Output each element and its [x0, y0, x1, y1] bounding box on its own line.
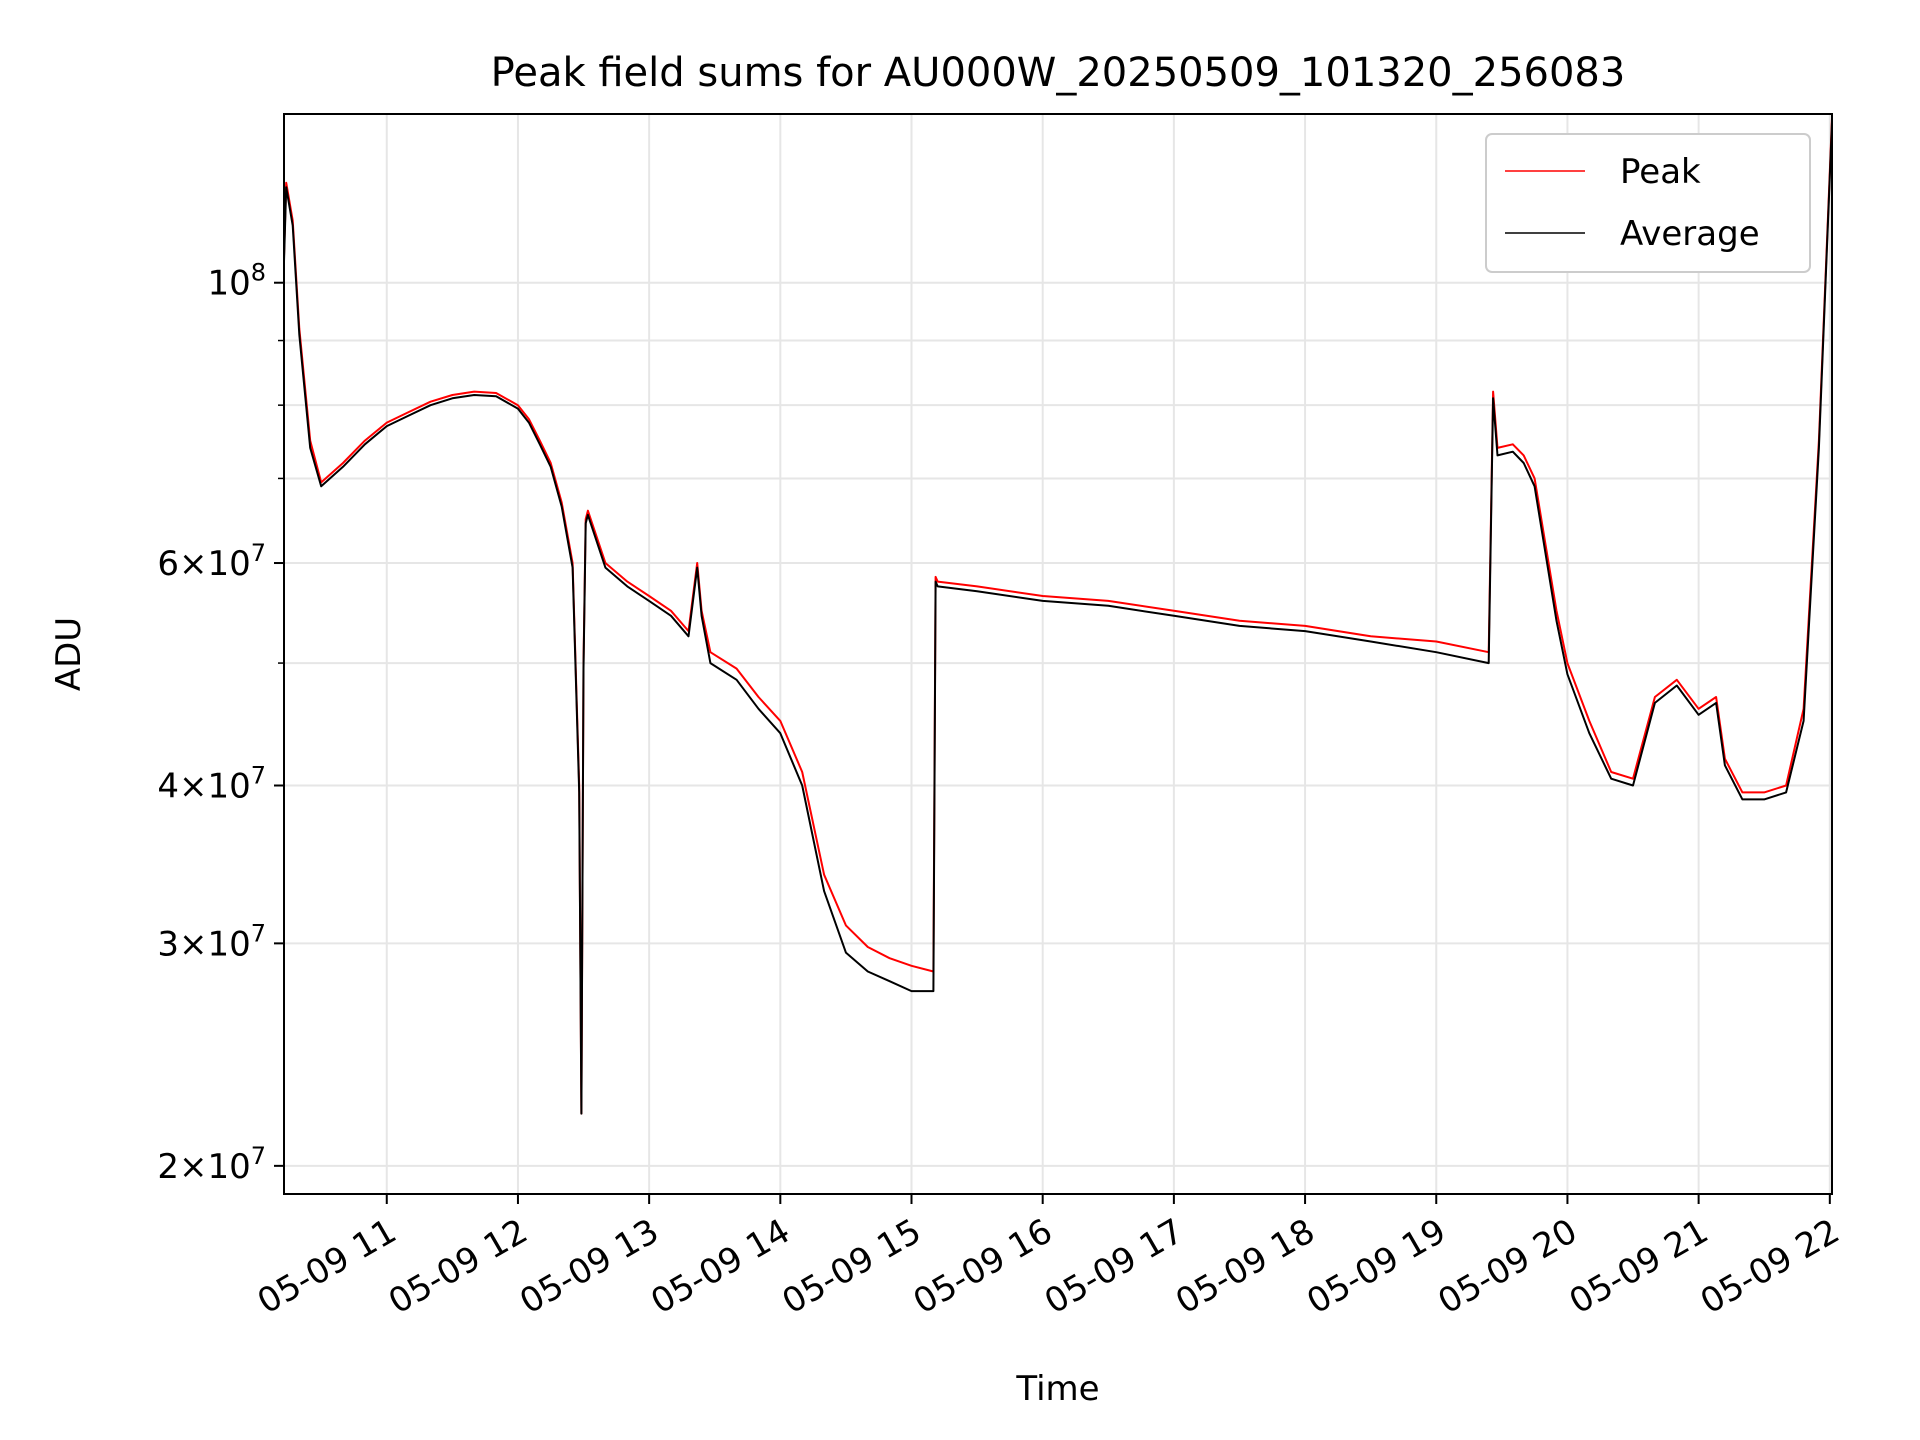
series-line-peak: [283, 117, 1833, 1115]
legend: Peak Average: [1485, 133, 1811, 273]
series-layer: [283, 117, 1833, 1115]
plot-frame: [283, 113, 1833, 1195]
y-tick-label: 2×107: [157, 1142, 266, 1187]
y-tick-label: 108: [207, 259, 266, 304]
series-line-average: [283, 122, 1833, 1115]
y-axis-label: ADU: [49, 617, 89, 691]
chart-title: Peak field sums for AU000W_20250509_1013…: [491, 50, 1626, 96]
y-tick-label: 6×107: [157, 539, 266, 584]
x-axis-label: Time: [1015, 1369, 1099, 1409]
legend-label-peak: Peak: [1620, 152, 1701, 192]
legend-label-average: Average: [1620, 214, 1760, 254]
legend-box: [1485, 133, 1811, 273]
y-tick-label: 3×107: [157, 919, 266, 964]
grid: [284, 114, 1832, 1194]
y-tick-label: 4×107: [157, 762, 266, 807]
